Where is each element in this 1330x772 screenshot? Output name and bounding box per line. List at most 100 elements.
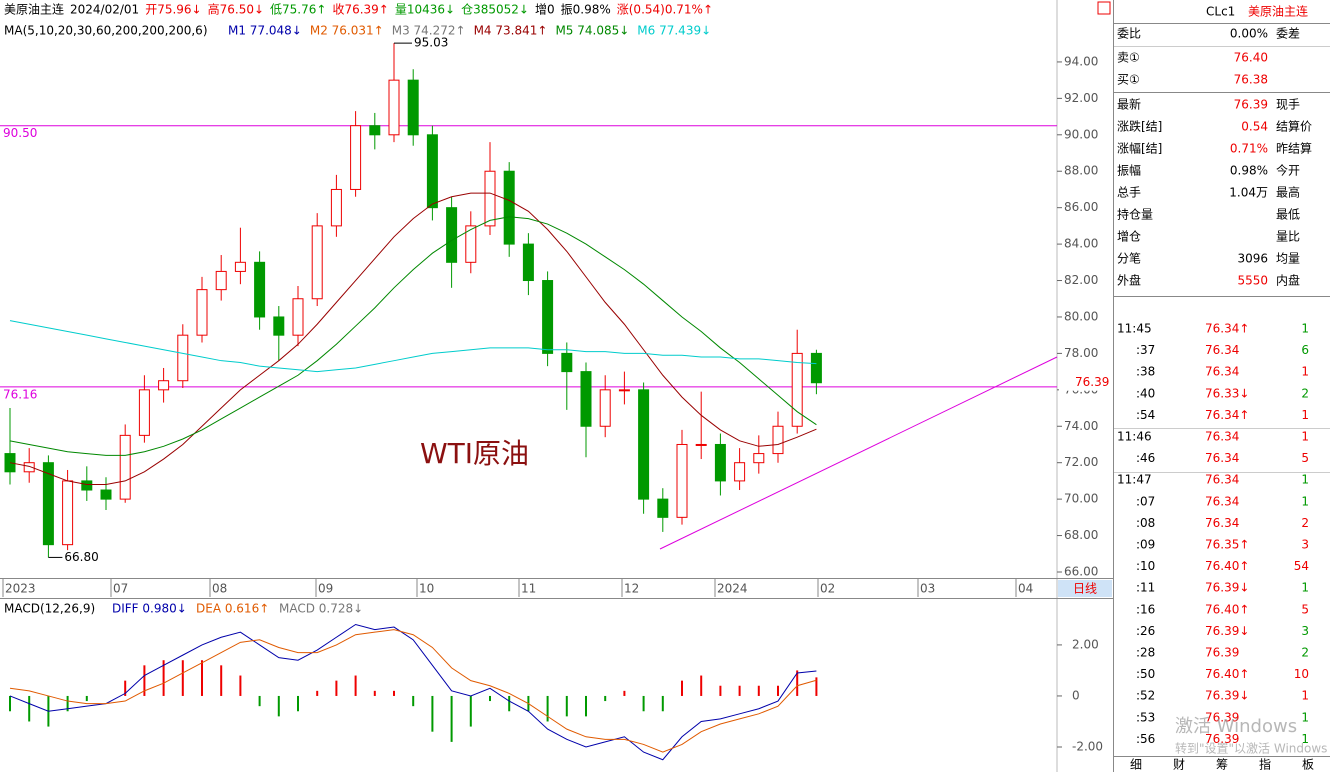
header-item: 涨(0.54)0.71%↑ [617,2,713,17]
tick-price: 76.39 [1205,710,1239,724]
candle-body [62,480,74,546]
tick-time: :52 [1136,689,1155,703]
y-tick-label: 90.00 [1064,127,1098,141]
candle-body [734,462,746,482]
tick-price: 76.40↑ [1205,559,1249,573]
candle-body [426,134,438,209]
y-tick-label: 66.00 [1064,564,1098,578]
panel-tab[interactable]: 细 [1130,758,1142,772]
quote-label: 委比 [1117,27,1141,41]
quote-label: 均量 [1276,252,1300,266]
watermark: 激活 Windows [1175,716,1297,737]
candle-body [407,79,419,136]
macd-dea-line [9,629,817,753]
header-item: 低75.76↑ [270,3,326,17]
tick-price: 76.34↑ [1205,322,1249,336]
candle-body [446,207,458,263]
candle-body [465,225,477,263]
quote-value: 3096 [1237,252,1268,266]
y-tick-label: 88.00 [1064,164,1098,178]
candle-body [350,125,362,190]
candle-body [42,462,54,546]
quote-value: 0.71% [1230,142,1268,156]
x-tick-label: 02 [820,582,835,596]
tick-price: 76.39↓ [1205,624,1249,638]
quote-label: 持仓量 [1117,207,1153,222]
candle-body [158,380,170,391]
quote-label: 现手 [1276,98,1300,112]
period-label[interactable]: 日线 [1073,582,1097,596]
panel-tab[interactable]: 指 [1259,757,1271,772]
tick-time: 11:45 [1117,322,1152,336]
header-item: 2024/02/01 [70,3,139,17]
candle-body [638,389,650,500]
panel-toggle[interactable] [1097,1,1111,15]
tick-price: 76.34 [1205,473,1239,487]
ma-line [9,216,817,456]
candle-body [23,462,35,473]
tick-volume: 54 [1294,559,1309,573]
y-tick-label: 86.00 [1064,200,1098,214]
quote-label: 增仓 [1117,230,1141,244]
y-tick-label: 78.00 [1064,346,1098,360]
quote-value: 0.98% [1230,164,1268,178]
macd-diff-line [9,623,817,761]
y-tick-label: 68.00 [1064,528,1098,542]
tick-volume: 10 [1294,667,1309,681]
candle-body [119,434,131,500]
tick-price: 76.33↓ [1205,386,1249,400]
x-tick-label: 08 [212,582,227,596]
tick-price: 76.34↑ [1205,408,1249,422]
header-item: 开75.96↓ [145,3,201,17]
quote-label: 委差 [1276,27,1300,41]
tick-volume: 1 [1301,408,1309,422]
horizontal-line-label: 90.50 [3,126,37,140]
tick-volume: 3 [1301,538,1309,552]
y-tick-label: 82.00 [1064,273,1098,287]
low-label: 66.80 [64,550,98,564]
y-tick-label: 74.00 [1064,419,1098,433]
candle-body [791,352,803,427]
tick-time: :26 [1136,624,1155,638]
quote-value: 1.04万 [1229,186,1268,200]
candle-body [330,188,342,227]
quote-label: 外盘 [1117,273,1141,288]
panel-tab[interactable]: 板 [1302,758,1314,772]
macd-y-tick-label: -2.00 [1072,739,1103,753]
header-item: 振0.98% [561,3,611,17]
quote-value: 5550 [1237,274,1268,288]
tick-volume: 1 [1301,473,1309,487]
last-price-label: 76.39 [1075,375,1109,389]
quote-label: 卖① [1117,51,1140,65]
tick-time: :37 [1136,343,1155,357]
candle-body [580,371,592,427]
candle-body [100,489,112,500]
candle-body [714,443,726,482]
x-tick-label: 12 [624,582,639,596]
macd-title: MACD(12,26,9) [4,602,95,616]
panel-tab[interactable]: 筹 [1216,758,1228,772]
x-tick-label: 03 [920,582,935,596]
ma-line [9,192,817,486]
panel-tab[interactable]: 财 [1173,758,1185,772]
ma-line [9,320,817,373]
quote-label: 结算价 [1276,119,1312,134]
quote-label: 最高 [1276,185,1300,200]
quote-value: 0.00% [1230,27,1268,41]
x-tick-label: 07 [113,582,128,596]
quote-value: 0.54 [1241,120,1268,134]
candle-body [618,389,630,392]
candle-body [810,352,822,384]
header-item: 增0 [535,3,555,17]
candle-body [695,443,707,446]
candle-body [388,79,400,136]
candle-body [676,443,688,518]
tick-volume: 1 [1301,494,1309,508]
quote-label: 总手 [1117,186,1141,200]
tick-time: :46 [1136,451,1155,465]
tick-time: :08 [1136,516,1155,530]
tick-time: :09 [1136,538,1155,552]
tick-volume: 3 [1301,624,1309,638]
header-item: 美原油主连 [4,2,64,17]
period-tab[interactable] [1058,580,1112,597]
